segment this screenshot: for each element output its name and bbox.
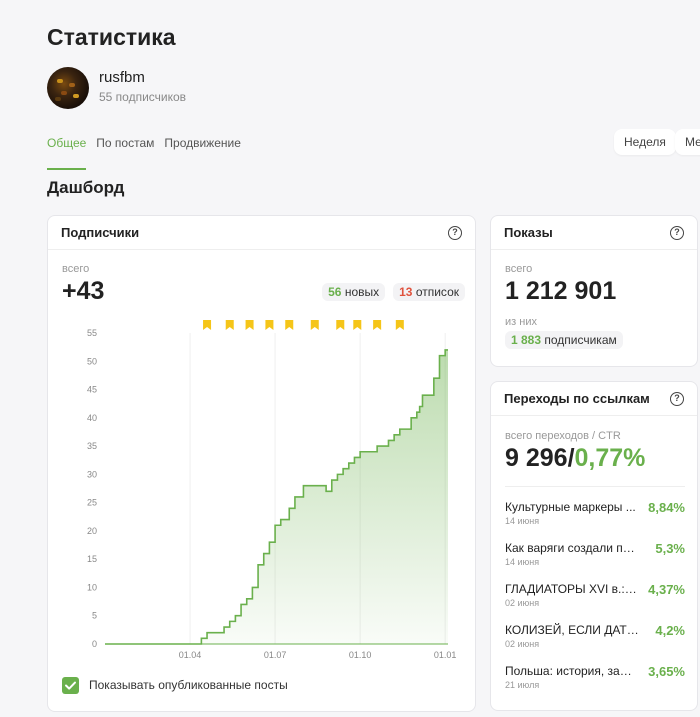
show-posts-label[interactable]: Показывать опубликованные посты — [89, 678, 288, 692]
links-card-title: Переходы по ссылкам — [504, 391, 650, 406]
chart-y-tick-label: 30 — [87, 469, 97, 479]
link-item-date: 02 июня — [505, 598, 540, 608]
chart-y-tick-label: 15 — [87, 554, 97, 564]
chart-area-fill — [105, 349, 448, 644]
bookmark-icon — [353, 320, 362, 330]
bookmark-icon — [203, 320, 212, 330]
bookmark-icon — [265, 320, 274, 330]
period-month-button[interactable]: Ме — [675, 129, 700, 155]
link-item-title[interactable]: ГЛАДИАТОРЫ XVI в.: б... — [505, 582, 639, 596]
bookmark-icon — [373, 320, 382, 330]
link-item[interactable]: Как варяги создали пер... 14 июня 5,3% — [505, 541, 685, 567]
subscribers-card-title: Подписчики — [61, 225, 140, 240]
links-total-value: 9 296 — [505, 444, 568, 472]
chart-y-tick-label: 10 — [87, 582, 97, 592]
link-item-date: 02 июня — [505, 639, 540, 649]
bookmark-icon — [336, 320, 345, 330]
subscribers-card: Подписчики ? всего +43 56 новых 13 отпис… — [47, 215, 476, 712]
impressions-card: Показы ? всего 1 212 901 из них 1 883 по… — [490, 215, 698, 367]
chart-y-tick-label: 0 — [92, 639, 97, 649]
unsubscribes-count: 13 — [399, 285, 413, 299]
question-circle-icon[interactable]: ? — [448, 225, 462, 240]
link-item-title[interactable]: Культурные маркеры ... — [505, 500, 636, 514]
question-circle-icon[interactable]: ? — [670, 225, 684, 240]
links-total-label: всего переходов / CTR — [505, 430, 621, 442]
chart-series-line — [105, 349, 448, 645]
impressions-total-label: всего — [505, 263, 533, 275]
impressions-card-title: Показы — [504, 225, 553, 240]
impressions-subscribers-label: подписчикам — [544, 333, 617, 347]
new-subscribers-count: 56 — [328, 285, 342, 299]
impressions-subscribers-count: 1 883 — [511, 333, 542, 347]
chart-y-tick-label: 20 — [87, 526, 97, 536]
new-subscribers-label: новых — [344, 285, 380, 299]
bookmark-icon — [310, 320, 319, 330]
link-item-ctr: 5,3% — [655, 541, 685, 556]
bookmark-icon — [245, 320, 254, 330]
impressions-of-label: из них — [505, 316, 537, 328]
bookmark-icon — [285, 320, 294, 330]
chart-y-tick-label: 55 — [87, 328, 97, 338]
impressions-total-value: 1 212 901 — [505, 277, 617, 305]
link-item[interactable]: Польша: история, заш... 21 июля 3,65% — [505, 664, 685, 690]
tab-by-posts[interactable]: По постам — [96, 136, 155, 150]
chart-x-tick-label: 01.01 — [434, 650, 457, 660]
period-week-button[interactable]: Неделя — [614, 129, 676, 155]
channel-avatar[interactable] — [47, 67, 89, 109]
link-item-date: 14 июня — [505, 516, 540, 526]
show-posts-checkbox[interactable] — [62, 677, 79, 694]
link-item[interactable]: КОЛИЗЕЙ, ЕСЛИ ДАТЫ ... 02 июня 4,2% — [505, 623, 685, 649]
chart-x-tick-label: 01.04 — [179, 650, 202, 660]
link-item-date: 14 июня — [505, 557, 540, 567]
link-item-date: 21 июля — [505, 680, 540, 690]
links-separator: / — [567, 444, 575, 472]
bookmark-icon — [225, 320, 234, 330]
chart-y-tick-label: 45 — [87, 385, 97, 395]
chart-y-tick-label: 35 — [87, 441, 97, 451]
chart-y-tick-label: 50 — [87, 356, 97, 366]
link-item[interactable]: ГЛАДИАТОРЫ XVI в.: б... 02 июня 4,37% — [505, 582, 685, 608]
tab-general[interactable]: Общее — [47, 136, 87, 170]
dashboard-title: Дашборд — [47, 178, 125, 197]
link-item[interactable]: Культурные маркеры ... 14 июня 8,84% — [505, 500, 685, 526]
chart-y-tick-label: 25 — [87, 498, 97, 508]
chart-x-tick-label: 01.10 — [349, 650, 372, 660]
link-item-ctr: 4,37% — [648, 582, 685, 597]
tab-promotion[interactable]: Продвижение — [164, 136, 241, 150]
link-item-title[interactable]: Как варяги создали пер... — [505, 541, 639, 555]
link-item-ctr: 4,2% — [655, 623, 685, 638]
channel-subscribers: 55 подписчиков — [99, 90, 187, 104]
link-item-ctr: 8,84% — [648, 500, 685, 515]
link-item-ctr: 3,65% — [648, 664, 685, 679]
tabs: Общее По постам Продвижение — [47, 136, 251, 170]
subscribers-total-label: всего — [62, 263, 90, 275]
impressions-subscribers-badge: 1 883 подписчикам — [505, 331, 623, 349]
check-icon — [65, 681, 76, 690]
channel-name[interactable]: rusfbm — [99, 69, 145, 86]
subscribers-total-value: +43 — [62, 277, 105, 305]
unsubscribes-badge: 13 отписок — [393, 283, 465, 301]
bookmark-icon — [395, 320, 404, 330]
new-subscribers-badge: 56 новых — [322, 283, 386, 301]
question-circle-icon[interactable]: ? — [670, 391, 684, 406]
chart-x-tick-label: 01.07 — [264, 650, 287, 660]
link-item-title[interactable]: КОЛИЗЕЙ, ЕСЛИ ДАТЫ ... — [505, 623, 639, 637]
chart-y-tick-label: 5 — [92, 611, 97, 621]
links-ctr: 0,77% — [574, 444, 646, 472]
links-card: Переходы по ссылкам ? всего переходов / … — [490, 381, 698, 711]
page-title: Статистика — [47, 24, 176, 50]
unsubscribes-label: отписок — [415, 285, 459, 299]
link-item-title[interactable]: Польша: история, заш... — [505, 664, 639, 678]
chart-y-tick-label: 40 — [87, 413, 97, 423]
